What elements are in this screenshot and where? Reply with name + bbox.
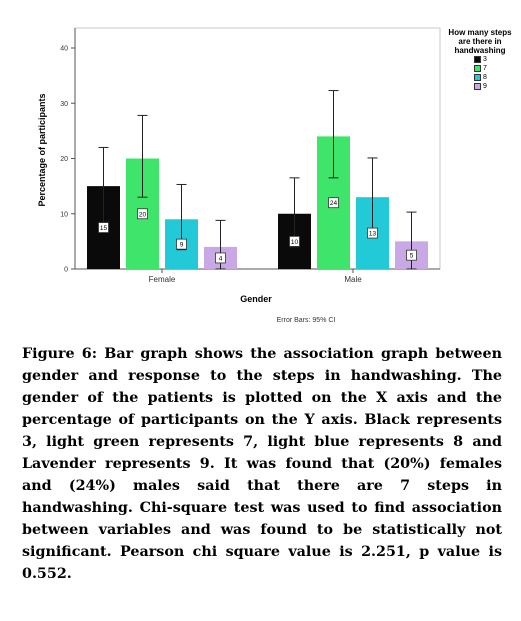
y-tick-label: 30: [60, 101, 68, 108]
data-label: 5: [410, 253, 414, 260]
legend-label: 8: [483, 74, 487, 81]
chart-area: 0 10 20 30 40 Female Male 15 20 9 4 10 24 13 5 Percen…: [37, 27, 516, 324]
legend-label: 7: [483, 65, 487, 72]
legend-label: 3: [483, 56, 487, 63]
data-label: 15: [100, 225, 108, 232]
data-label-box: [367, 227, 378, 239]
legend-item-3: 3: [474, 55, 516, 64]
y-tick-label: 0: [64, 267, 68, 274]
legend-title: How many steps are there in handwashing: [448, 28, 512, 55]
x-tick-label: Male: [344, 275, 362, 284]
figure-caption: Figure 6: Bar graph shows the associatio…: [22, 346, 502, 582]
data-label-box: [328, 197, 339, 209]
legend-items: 3 7 8 9: [444, 55, 516, 91]
data-label: 24: [330, 200, 338, 207]
data-label: 13: [369, 231, 377, 238]
y-tick-label: 10: [60, 211, 68, 218]
y-tick-label: 20: [60, 156, 68, 163]
legend-item-8: 8: [474, 73, 516, 82]
data-label-box: [137, 208, 148, 220]
legend-swatch: [474, 65, 481, 72]
data-label-box: [289, 235, 300, 247]
legend-swatch: [474, 56, 481, 63]
y-tick-label: 40: [60, 46, 68, 53]
data-label: 4: [219, 255, 223, 262]
data-label: 10: [291, 239, 299, 246]
data-label-box: [215, 252, 226, 264]
data-label-box: [176, 238, 187, 250]
x-axis-label: Gender: [240, 294, 272, 304]
legend: How many steps are there in handwashing …: [444, 28, 516, 91]
legend-swatch: [474, 74, 481, 81]
legend-label: 9: [483, 83, 487, 90]
data-label: 20: [139, 211, 147, 218]
error-bar-note: Error Bars: 95% CI: [277, 317, 336, 324]
y-axis-label: Percentage of participants: [37, 93, 47, 206]
legend-item-9: 9: [474, 82, 516, 91]
bar-chart: 0 10 20 30 40 Female Male 15 20 9 4 10 24 13 5 Percen…: [37, 27, 441, 324]
bars: 15 20 9 4 10 24 13 5: [87, 90, 428, 270]
legend-swatch: [474, 83, 481, 90]
x-tick-label: Female: [149, 275, 176, 284]
data-label-box: [406, 249, 417, 261]
data-label: 9: [180, 242, 184, 249]
data-label-box: [98, 222, 109, 233]
legend-item-7: 7: [474, 64, 516, 73]
